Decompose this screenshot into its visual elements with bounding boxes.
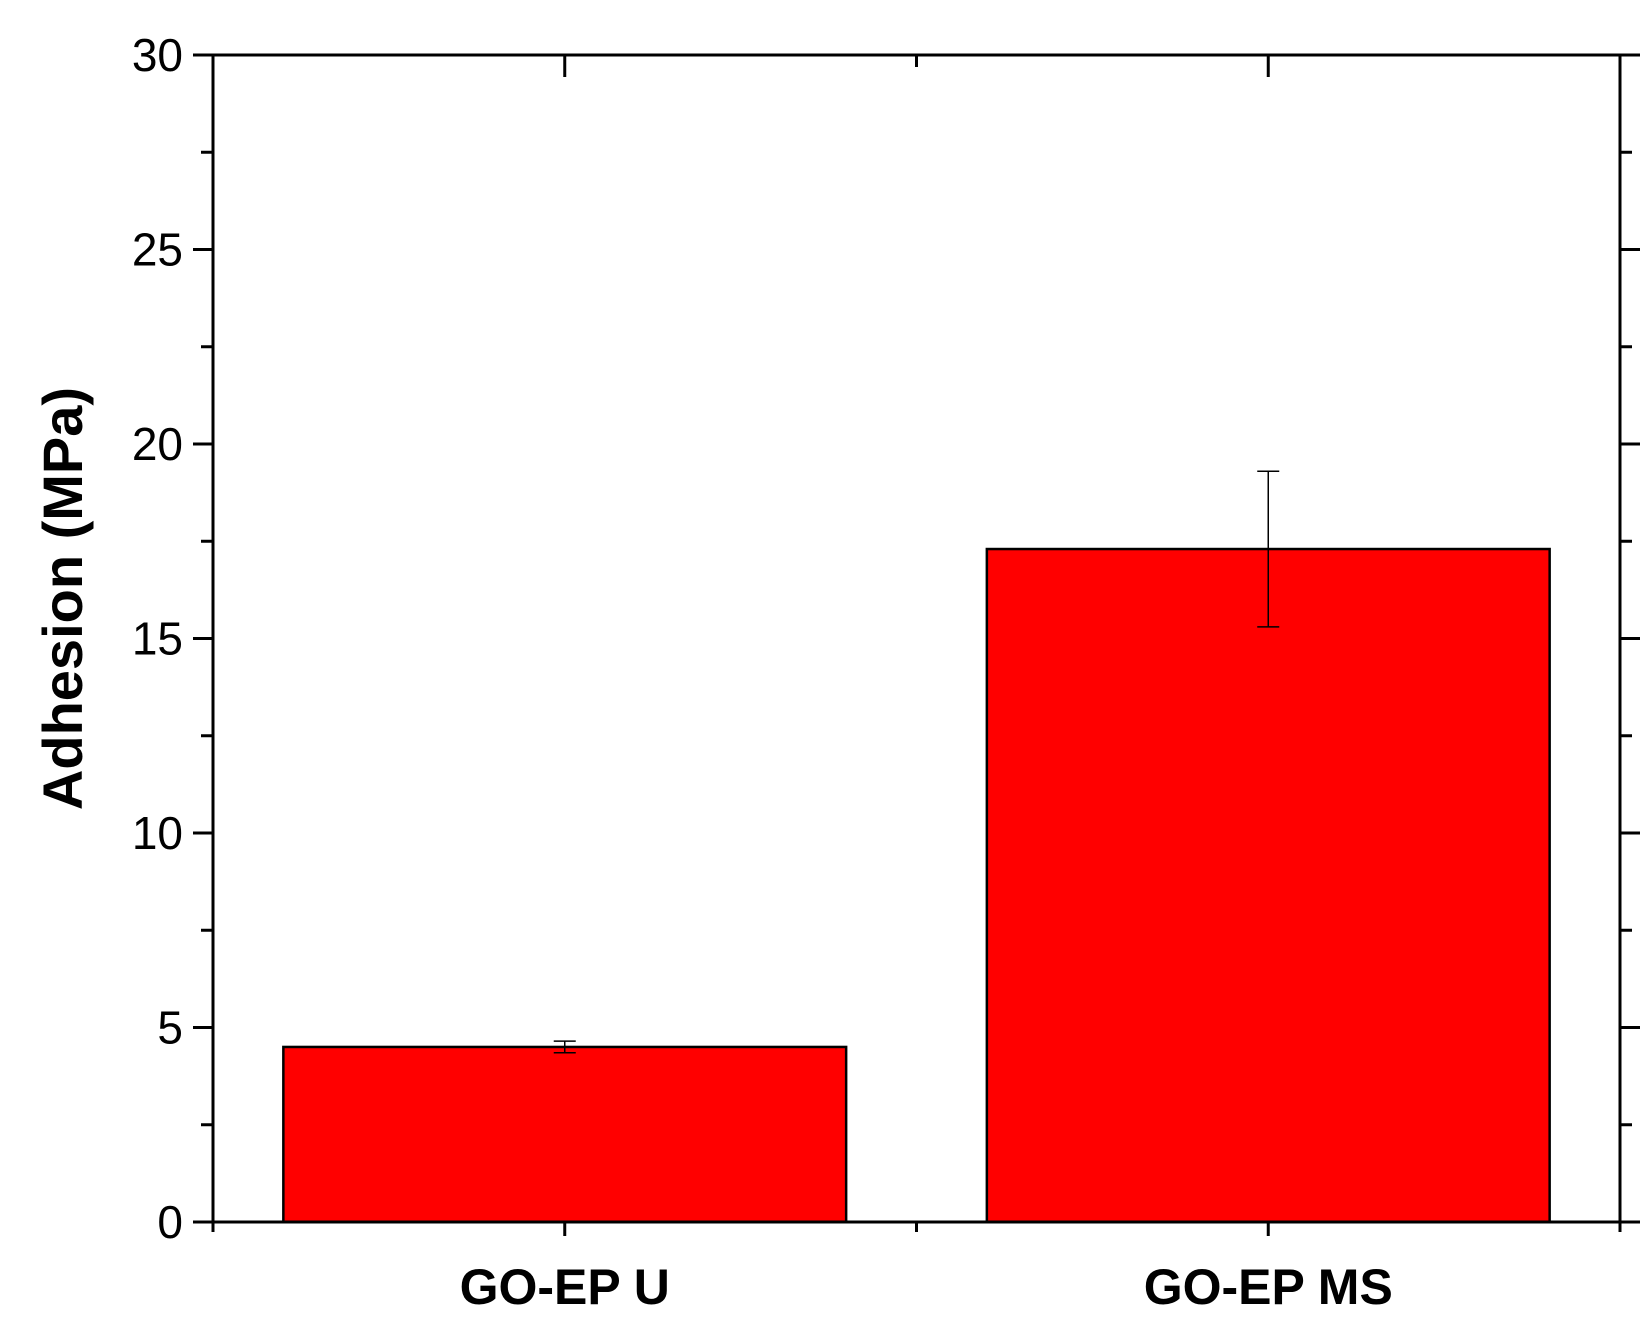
ticks-layer [193, 53, 1640, 1236]
y-axis-title: Adhesion (MPa) [31, 387, 94, 810]
x-tick-label: GO-EP MS [1144, 1259, 1393, 1315]
y-tick-label: 25 [132, 224, 183, 276]
y-tick-label: 30 [132, 29, 183, 81]
y-tick-label: 15 [132, 613, 183, 665]
tick-labels-layer: GO-EP U GO-EP MS 0 5 10 15 20 25 30 [132, 29, 1393, 1315]
y-tick-label: 20 [132, 418, 183, 470]
y-tick-label: 5 [157, 1002, 183, 1054]
y-tick-label: 10 [132, 807, 183, 859]
error-bar-go-ep-u [553, 1040, 576, 1054]
bar-go-ep-ms [985, 547, 1551, 1224]
bars-layer [282, 547, 1551, 1224]
bar-go-ep-u [282, 1045, 848, 1224]
y-tick-label: 0 [157, 1196, 183, 1248]
error-bars-layer [553, 470, 1280, 1054]
error-bar-go-ep-ms [1257, 470, 1280, 628]
x-tick-label: GO-EP U [460, 1259, 670, 1315]
